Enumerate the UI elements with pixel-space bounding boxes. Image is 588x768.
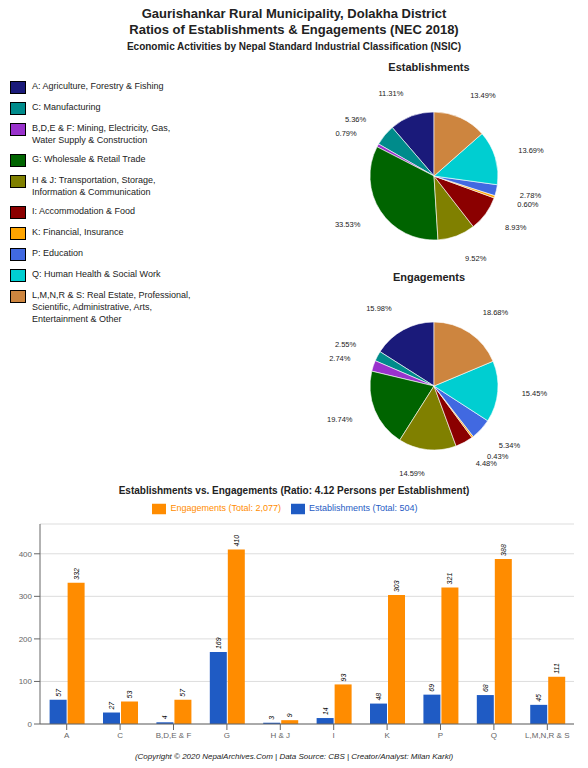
svg-text:9.52%: 9.52% [465, 254, 487, 263]
svg-text:400: 400 [19, 550, 33, 559]
svg-text:13.49%: 13.49% [470, 91, 496, 100]
svg-text:4.48%: 4.48% [475, 459, 497, 468]
html-text:Establishments (Total: 504): Establishments (Total: 504) [309, 503, 418, 514]
svg-text:27: 27 [108, 701, 115, 711]
svg-text:15.98%: 15.98% [366, 304, 392, 313]
html-text:Engagements: Engagements [392, 271, 466, 283]
svg-text:19.74%: 19.74% [327, 415, 353, 424]
svg-text:45: 45 [535, 694, 542, 702]
svg-text:0.43%: 0.43% [487, 452, 509, 461]
svg-text:0.79%: 0.79% [335, 129, 357, 138]
svg-text:2.78%: 2.78% [520, 191, 542, 200]
svg-text:93: 93 [340, 674, 347, 682]
svg-text:15.45%: 15.45% [522, 389, 548, 398]
html-text:A: Agriculture, Forestry & Fis: A: Agriculture, Forestry & Fishing [32, 81, 164, 91]
svg-text:303: 303 [393, 580, 400, 592]
svg-text:Q: Q [491, 731, 497, 740]
svg-text:388: 388 [500, 544, 507, 556]
svg-text:300: 300 [19, 592, 33, 601]
svg-text:33.53%: 33.53% [335, 220, 361, 229]
svg-text:68: 68 [482, 684, 489, 692]
html-text:L,M,N,R & S: Real Estate, Prof: L,M,N,R & S: Real Estate, Professional, … [32, 290, 191, 324]
svg-text:9: 9 [286, 713, 293, 717]
svg-text:410: 410 [233, 535, 240, 547]
svg-text:0: 0 [28, 720, 33, 729]
svg-text:111: 111 [553, 663, 560, 674]
svg-text:8.93%: 8.93% [505, 223, 527, 232]
svg-text:5.36%: 5.36% [345, 115, 367, 124]
svg-text:332: 332 [73, 568, 80, 580]
html-text:G: Wholesale & Retail Trade: G: Wholesale & Retail Trade [32, 154, 146, 164]
html-text:Q: Human Health & Social Work: Q: Human Health & Social Work [32, 269, 161, 279]
svg-text:169: 169 [215, 637, 222, 649]
html-text:Engagements (Total: 2,077): Engagements (Total: 2,077) [170, 503, 281, 514]
html-text:P: Education: P: Education [32, 248, 83, 258]
html-text:H & J: Transportation, Storage: H & J: Transportation, Storage, Informat… [32, 175, 156, 197]
svg-text:321: 321 [446, 573, 453, 585]
html-text:Gaurishankar Rural Municipalit: Gaurishankar Rural Municipality, Dolakha… [129, 6, 459, 37]
html-text:C: Manufacturing: C: Manufacturing [32, 102, 101, 112]
html-text:Economic Activities by Nepal S: Economic Activities by Nepal Standard In… [126, 41, 462, 52]
svg-text:14.59%: 14.59% [399, 469, 425, 477]
svg-text:A: A [64, 731, 70, 740]
svg-text:57: 57 [55, 688, 62, 697]
svg-text:2.74%: 2.74% [329, 354, 351, 363]
svg-text:69: 69 [428, 684, 435, 692]
svg-text:P: P [438, 731, 443, 740]
svg-text:4: 4 [161, 715, 168, 719]
svg-text:B,D,E & F: B,D,E & F [156, 731, 192, 740]
svg-text:200: 200 [19, 635, 33, 644]
html-text:Establishments: Establishments [388, 61, 470, 73]
svg-text:11.31%: 11.31% [378, 89, 403, 98]
svg-text:0.60%: 0.60% [517, 200, 539, 209]
svg-text:2.55%: 2.55% [335, 340, 357, 349]
svg-text:C: C [117, 731, 123, 740]
svg-text:L,M,N,R & S: L,M,N,R & S [525, 731, 569, 740]
html-text:(Copyright © 2020 NepalArchive: (Copyright © 2020 NepalArchives.Com | Da… [134, 752, 454, 761]
html-text:K: Financial, Insurance: K: Financial, Insurance [32, 227, 124, 237]
html-text:B,D,E & F: Mining, Electricity: B,D,E & F: Mining, Electricity, Gas, Wat… [32, 123, 171, 145]
html-text:Establishments vs. Engagements: Establishments vs. Engagements (Ratio: 4… [118, 485, 470, 496]
svg-text:57: 57 [179, 688, 186, 697]
svg-text:H & J: H & J [271, 731, 291, 740]
svg-text:48: 48 [375, 693, 382, 701]
svg-text:I: I [333, 731, 335, 740]
svg-text:53: 53 [126, 691, 133, 699]
svg-text:13.69%: 13.69% [518, 146, 544, 155]
svg-text:100: 100 [19, 677, 33, 686]
svg-text:G: G [224, 731, 230, 740]
html-text:I: Accommodation & Food: I: Accommodation & Food [32, 206, 136, 216]
svg-text:K: K [384, 731, 390, 740]
svg-text:14: 14 [322, 707, 329, 715]
svg-text:3: 3 [268, 716, 275, 720]
svg-text:18.68%: 18.68% [483, 308, 509, 317]
svg-text:5.34%: 5.34% [499, 441, 521, 450]
